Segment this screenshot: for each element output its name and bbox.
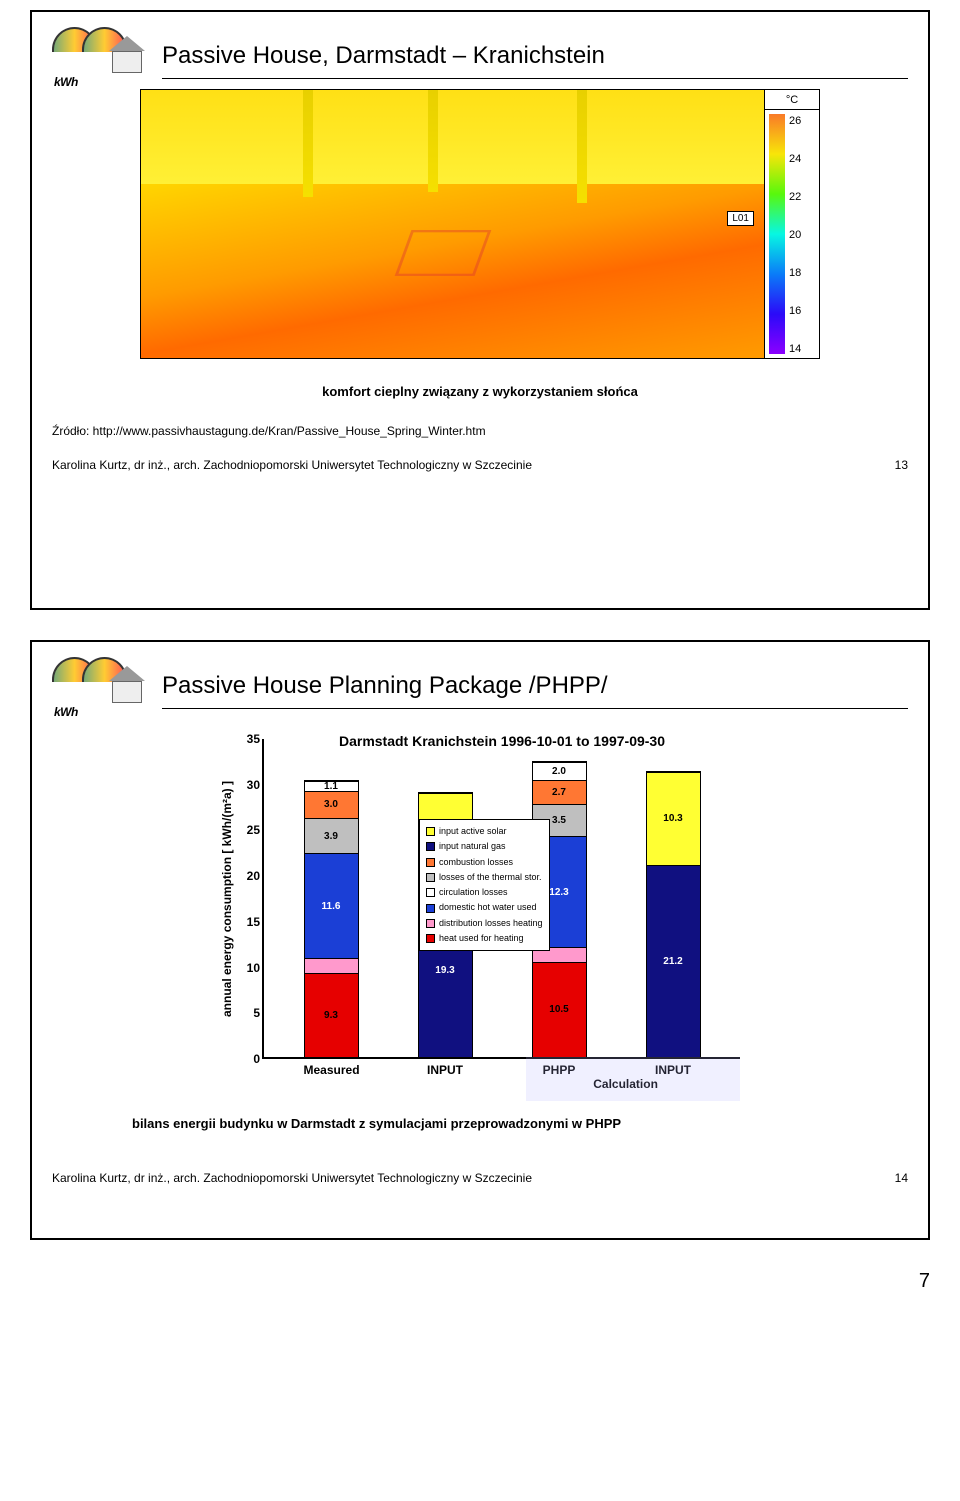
bar-segment <box>305 958 358 972</box>
thermal-image: L01 °C 26 24 22 20 18 16 14 <box>140 89 820 359</box>
sheet-page-number: 7 <box>30 1270 930 1293</box>
chart-bar: 21.210.3 <box>646 771 701 1057</box>
footer-author: Karolina Kurtz, dr inż., arch. Zachodnio… <box>52 1171 532 1185</box>
legend-label: losses of the thermal stor. <box>439 870 542 885</box>
legend-label: distribution losses heating <box>439 916 543 931</box>
chart-y-axis-label: annual energy consumption [ kWh/(m²a) ] <box>220 739 234 1059</box>
legend-item: input active solar <box>426 824 543 839</box>
legend-item: distribution losses heating <box>426 916 543 931</box>
thermal-main-area: L01 <box>141 90 764 358</box>
y-tick: 15 <box>247 915 260 929</box>
kwh-logo: kWh <box>52 27 152 87</box>
y-tick: 35 <box>247 732 260 746</box>
chart-plot-area: Darmstadt Kranichstein 1996-10-01 to 199… <box>262 739 740 1059</box>
bar-segment: 10.5 <box>533 962 586 1057</box>
kwh-label: kWh <box>54 75 78 89</box>
y-tick: 5 <box>253 1006 260 1020</box>
legend-item: heat used for heating <box>426 931 543 946</box>
scale-tick: 26 <box>789 115 801 127</box>
thermal-color-scale: °C 26 24 22 20 18 16 14 <box>764 90 819 358</box>
chart-y-ticks: 05101520253035 <box>234 739 262 1059</box>
scale-ticks: 26 24 22 20 18 16 14 <box>787 110 819 358</box>
y-tick: 25 <box>247 823 260 837</box>
footer-page-number: 13 <box>895 458 908 472</box>
legend-swatch <box>426 919 435 928</box>
legend-label: heat used for heating <box>439 931 524 946</box>
bar-segment: 10.3 <box>647 772 700 865</box>
legend-label: domestic hot water used <box>439 900 537 915</box>
bar-segment: 2.0 <box>533 762 586 780</box>
legend-item: losses of the thermal stor. <box>426 870 543 885</box>
legend-swatch <box>426 827 435 836</box>
house-icon <box>107 668 147 703</box>
scale-tick: 22 <box>789 191 801 203</box>
slide-footer: Karolina Kurtz, dr inż., arch. Zachodnio… <box>52 1171 908 1185</box>
x-axis-label: Measured <box>304 1063 359 1077</box>
slide-caption: bilans energii budynku w Darmstadt z sym… <box>52 1116 908 1131</box>
scale-tick: 16 <box>789 305 801 317</box>
house-icon <box>107 38 147 73</box>
y-tick: 20 <box>247 869 260 883</box>
title-underline <box>162 78 908 79</box>
legend-swatch <box>426 904 435 913</box>
y-tick: 10 <box>247 961 260 975</box>
legend-label: combustion losses <box>439 855 513 870</box>
scale-tick: 20 <box>789 229 801 241</box>
legend-swatch <box>426 888 435 897</box>
footer-author: Karolina Kurtz, dr inż., arch. Zachodnio… <box>52 458 532 472</box>
bar-segment: 21.2 <box>647 865 700 1057</box>
title-underline <box>162 708 908 709</box>
x-axis-label: INPUT <box>418 1063 473 1077</box>
slide-footer: Karolina Kurtz, dr inż., arch. Zachodnio… <box>52 458 908 472</box>
thermal-tag: L01 <box>727 211 754 226</box>
slide-2: kWh Passive House Planning Package /PHPP… <box>30 640 930 1240</box>
slide-header: kWh Passive House, Darmstadt – Kranichst… <box>52 27 908 89</box>
legend-item: combustion losses <box>426 855 543 870</box>
slide-1: kWh Passive House, Darmstadt – Kranichst… <box>30 10 930 610</box>
legend-swatch <box>426 858 435 867</box>
slide-title: Passive House Planning Package /PHPP/ <box>162 657 908 705</box>
bar-segment: 1.1 <box>305 781 358 791</box>
chart-bar: 9.3 11.63.93.01.1 <box>304 780 359 1057</box>
phpp-chart: annual energy consumption [ kWh/(m²a) ] … <box>220 739 740 1091</box>
y-tick: 30 <box>247 778 260 792</box>
slide-header: kWh Passive House Planning Package /PHPP… <box>52 657 908 719</box>
legend-swatch <box>426 934 435 943</box>
footer-page-number: 14 <box>895 1171 908 1185</box>
y-tick: 0 <box>253 1052 260 1066</box>
legend-swatch <box>426 873 435 882</box>
bar-segment: 11.6 <box>305 853 358 958</box>
slide-source: Źródło: http://www.passivhaustagung.de/K… <box>52 424 908 438</box>
bar-segment: 2.7 <box>533 780 586 804</box>
legend-label: circulation losses <box>439 885 508 900</box>
kwh-label: kWh <box>54 705 78 719</box>
legend-item: input natural gas <box>426 839 543 854</box>
legend-swatch <box>426 842 435 851</box>
chart-legend: input active solarinput natural gascombu… <box>419 819 550 951</box>
bar-segment: 9.3 <box>305 973 358 1057</box>
kwh-logo: kWh <box>52 657 152 717</box>
scale-gradient-bar <box>769 114 785 354</box>
legend-label: input natural gas <box>439 839 506 854</box>
legend-label: input active solar <box>439 824 507 839</box>
bar-segment: 3.0 <box>305 791 358 818</box>
scale-tick: 14 <box>789 343 801 355</box>
legend-item: domestic hot water used <box>426 900 543 915</box>
slide-caption: komfort cieplny związany z wykorzystanie… <box>52 384 908 399</box>
slide-title: Passive House, Darmstadt – Kranichstein <box>162 27 908 75</box>
scale-tick: 18 <box>789 267 801 279</box>
bar-segment: 3.9 <box>305 818 358 853</box>
legend-item: circulation losses <box>426 885 543 900</box>
scale-tick: 24 <box>789 153 801 165</box>
scale-unit: °C <box>765 90 819 110</box>
